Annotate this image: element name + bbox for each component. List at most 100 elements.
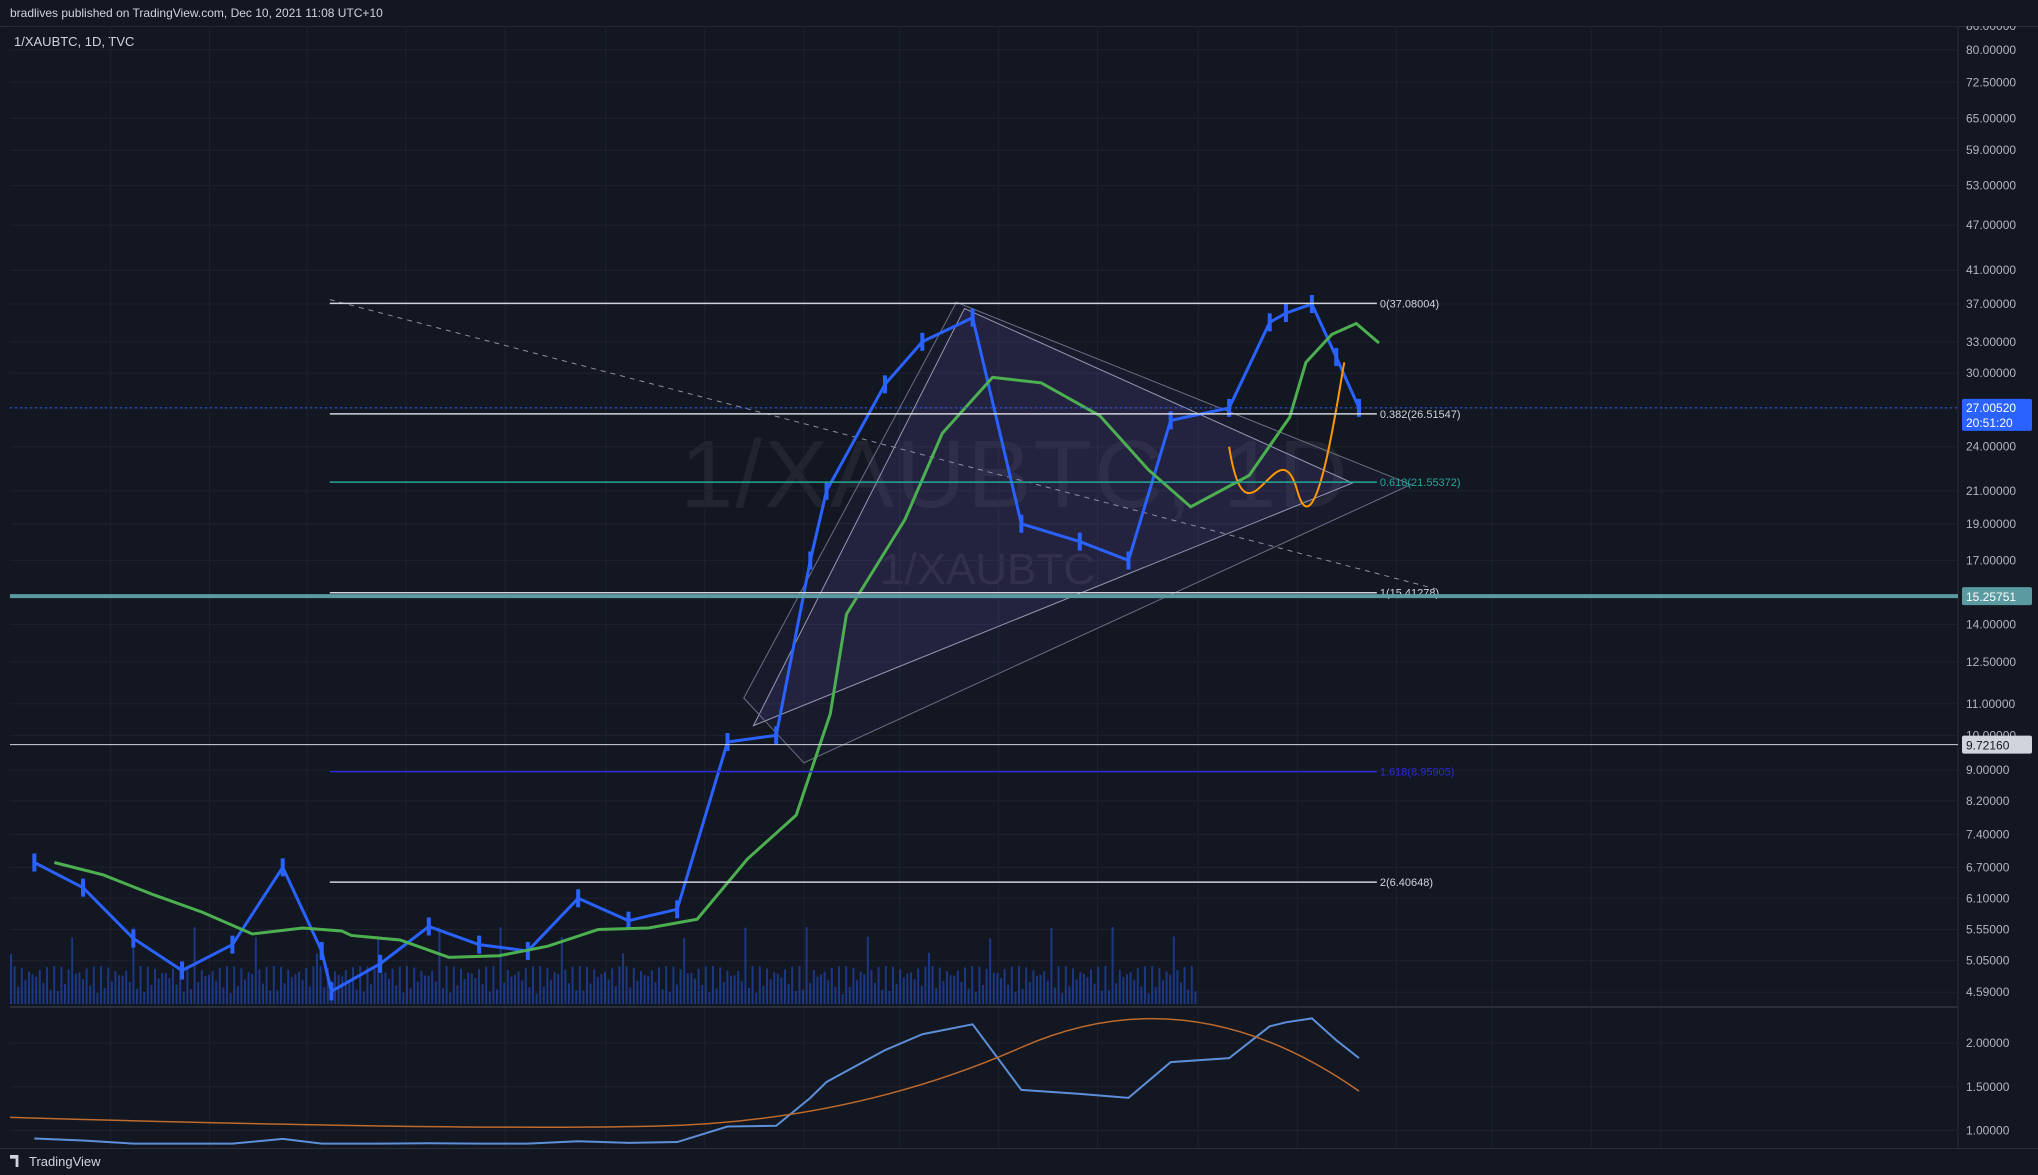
price-axis-tick: 47.00000 [1966, 218, 2016, 232]
tradingview-logo[interactable]: TradingView [10, 1154, 101, 1169]
volume-bar [337, 974, 340, 1004]
volume-bar [319, 966, 322, 1004]
volume-bar [539, 966, 542, 1004]
price-axis-tick: 5.55000 [1966, 922, 2010, 936]
dashed-trendline [329, 299, 1436, 590]
price-candle [1334, 348, 1339, 367]
volume-bar [1093, 983, 1096, 1004]
price-axis-tick: 9.00000 [1966, 763, 2010, 777]
volume-bar [949, 975, 952, 1004]
volume-bar [1003, 969, 1006, 1004]
volume-bar [564, 969, 567, 1004]
volume-bar [1036, 976, 1038, 1004]
price-axis-tick: 6.10000 [1966, 891, 2010, 905]
volume-bar [60, 966, 63, 1004]
volume-bar [773, 972, 776, 1004]
volume-bar [269, 990, 272, 1004]
volume-bar [240, 968, 243, 1004]
price-candle [774, 726, 779, 745]
price-candle [180, 961, 185, 980]
volume-bar [78, 972, 81, 1004]
volume-bar [229, 993, 232, 1004]
symbol-legend[interactable]: 1/XAUBTC, 1D, TVC [14, 34, 135, 49]
volume-bar [434, 981, 437, 1004]
volume-bar [910, 972, 912, 1004]
volume-bar [571, 966, 574, 1004]
price-axis-tick: 37.00000 [1966, 297, 2016, 311]
volume-bar [24, 980, 27, 1004]
volume-bar [251, 973, 254, 1004]
volume-bar [532, 966, 534, 1004]
volume-bar [96, 992, 99, 1004]
volume-bar [938, 967, 941, 1004]
volume-bar [694, 978, 696, 1004]
volume-bar [737, 970, 740, 1004]
volume-bar [442, 988, 444, 1004]
volume-bar [197, 982, 200, 1004]
volume-bar [928, 952, 930, 1004]
volume-bar [1075, 979, 1078, 1004]
volume-bar [992, 972, 995, 1004]
volume-bar [740, 981, 743, 1004]
volume-bar [114, 970, 117, 1004]
volume-bar [503, 982, 506, 1004]
volume-bar [838, 966, 840, 1004]
volume-bar [38, 969, 41, 1004]
volume-bar [164, 973, 167, 1004]
volume-bar [762, 985, 765, 1004]
volume-bar [107, 967, 110, 1004]
volume-bar [1082, 973, 1085, 1004]
fib-level-label: 0.382(26.51547) [1380, 409, 1461, 421]
volume-bar [866, 936, 869, 1004]
price-line [33, 302, 1361, 994]
volume-bar [953, 975, 956, 1004]
symbol-watermark: 1/XAUBTC, 1D [680, 420, 1350, 530]
volume-bar [470, 973, 473, 1004]
price-candle [131, 929, 136, 948]
volume-bar [488, 991, 491, 1004]
volume-bar [931, 966, 934, 1004]
volume-bar [172, 969, 174, 1004]
price-chart[interactable]: 0(37.08004) 0.382(26.51547) 0.618(21.55372… [0, 26, 2038, 1175]
volume-bar [1169, 974, 1172, 1004]
volume-bar [1194, 991, 1197, 1004]
volume-bar [542, 986, 545, 1004]
volume-bar [812, 969, 815, 1004]
volume-bar [344, 970, 347, 1004]
price-axis-tick: 33.00000 [1966, 335, 2016, 349]
volume-bar [913, 979, 916, 1004]
volume-bar [366, 966, 369, 1004]
countdown-label: 20:51:20 [1966, 416, 2013, 430]
volume-bar [553, 971, 556, 1004]
volume-bar [254, 937, 257, 1004]
volume-bar [661, 989, 664, 1004]
volume-bar [568, 983, 570, 1004]
volume-bar [31, 974, 34, 1004]
volume-bar [942, 981, 945, 1004]
volume-bar [265, 966, 268, 1004]
price-axis-tick: 65.00000 [1966, 111, 2016, 125]
footer-bar: TradingView [0, 1148, 2038, 1175]
volume-bar [917, 968, 920, 1004]
volume-bar [1086, 977, 1089, 1004]
level-badge [1962, 735, 2032, 754]
volume-bar [110, 981, 113, 1004]
volume-bar [1154, 987, 1157, 1004]
triangle-pattern [752, 307, 1354, 727]
volume-bar [424, 975, 426, 1004]
fib-level-label: 0.618(21.55372) [1380, 477, 1461, 489]
volume-bar [305, 968, 308, 1004]
volume-bar [175, 984, 178, 1004]
volume-bar [413, 967, 416, 1004]
volume-bar [874, 982, 876, 1004]
volume-bar [380, 973, 383, 1004]
price-axis-tick: 53.00000 [1966, 179, 2016, 193]
volume-bar [233, 966, 236, 1004]
volume-bar [139, 966, 142, 1004]
volume-bar [517, 971, 520, 1004]
volume-bar [179, 966, 182, 1004]
price-candle [426, 917, 431, 936]
volume-bar [395, 985, 398, 1004]
volume-bar [312, 966, 315, 1004]
volume-bar [1133, 979, 1136, 1004]
